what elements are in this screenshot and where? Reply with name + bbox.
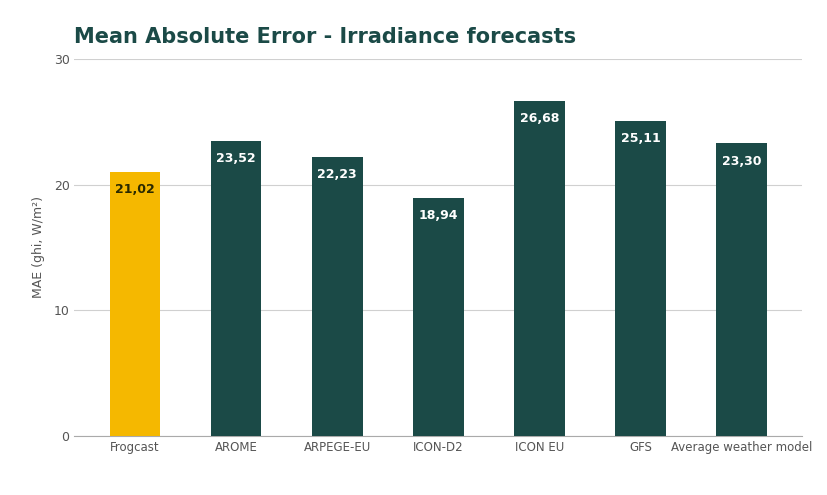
Text: 25,11: 25,11 bbox=[620, 132, 660, 145]
Bar bbox=[312, 157, 362, 436]
Text: Mean Absolute Error - Irradiance forecasts: Mean Absolute Error - Irradiance forecas… bbox=[74, 27, 576, 47]
Text: 23,30: 23,30 bbox=[722, 155, 762, 168]
Bar bbox=[211, 141, 261, 436]
Text: 22,23: 22,23 bbox=[318, 168, 357, 181]
Y-axis label: MAE (ghi, W/m²): MAE (ghi, W/m²) bbox=[32, 197, 45, 298]
Text: 23,52: 23,52 bbox=[217, 152, 256, 165]
Text: 26,68: 26,68 bbox=[519, 112, 559, 125]
Text: 18,94: 18,94 bbox=[418, 209, 458, 222]
Bar bbox=[413, 198, 464, 436]
Bar bbox=[514, 101, 565, 436]
Bar bbox=[110, 172, 160, 436]
Bar bbox=[716, 144, 767, 436]
Text: 21,02: 21,02 bbox=[115, 183, 155, 197]
Bar bbox=[615, 121, 666, 436]
